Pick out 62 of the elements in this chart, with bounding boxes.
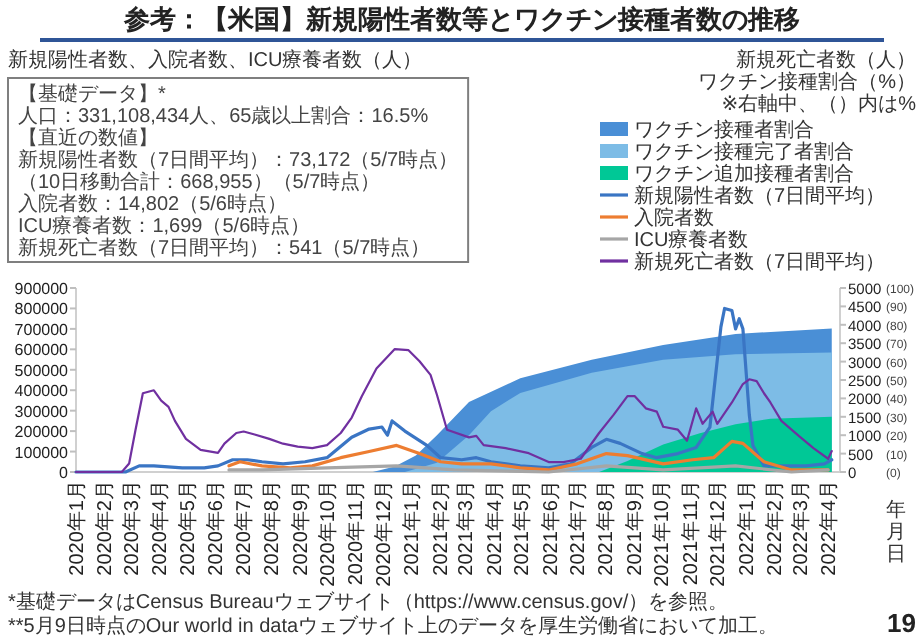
x-axis-title: 年月日 [886, 498, 906, 566]
y-tick-label: 200000 [14, 423, 70, 442]
legend-label: 新規陽性者数（7日間平均） [634, 184, 886, 208]
y-tick-label: 300000 [14, 402, 70, 421]
text: ワクチン接種割合（%） [698, 70, 916, 94]
x-tick-label: 2020年9月 [288, 480, 313, 576]
x-tick-label: 2022年1月 [734, 480, 759, 576]
x-tick-label: 2022年2月 [763, 480, 788, 576]
text: 入院者数：14,802（5/6時点） [18, 192, 287, 216]
text: 新規死亡者数（7日間平均）：541（5/7時点） [18, 236, 431, 260]
text: 新規陽性者数、入院者数、ICU療養者数（人） [8, 48, 423, 72]
y-tick-label: 500000 [14, 361, 70, 380]
text: 19 [887, 608, 916, 638]
y-tick-label: 100000 [14, 443, 70, 462]
x-tick-label: 2020年1月 [65, 480, 89, 576]
x-tick-label: 2020年4月 [148, 480, 173, 576]
x-tick-label: 2021年8月 [594, 480, 619, 576]
y-tick-label: 800000 [14, 300, 70, 319]
legend-label: 入院者数 [634, 206, 714, 230]
x-tick-label: 2021年9月 [622, 480, 647, 576]
x-tick-label: 2020年11月 [344, 480, 369, 586]
text: *基礎データはCensus Bureauウェブサイト（https://www.census.gov/）を参照。 [8, 590, 729, 614]
text: 【基礎データ】* [18, 82, 166, 106]
text: 新規死亡者数（人） [736, 48, 916, 72]
text: （10日移動合計：668,955）（5/7時点） [18, 170, 381, 194]
x-tick-label: 2020年8月 [260, 480, 285, 576]
y-tick-label: 600000 [14, 341, 70, 360]
legend-label: ワクチン追加接種者割合 [634, 162, 854, 186]
y-tick-label: 0 [59, 464, 70, 482]
x-tick-label: 2020年7月 [231, 480, 256, 576]
x-tick-label: 2020年12月 [371, 480, 396, 587]
legend-label: ワクチン接種者割合 [634, 118, 814, 142]
x-tick-label: 2021年12月 [706, 480, 731, 587]
x-tick-label: 2020年10月 [316, 480, 340, 587]
x-tick-label: 2021年2月 [428, 480, 453, 576]
text: **5月9日時点のOur world in dataウェブサイト上のデータを厚生労働省において加工。 [8, 614, 779, 638]
x-tick-label: 2021年6月 [538, 480, 563, 576]
x-tick-label: 2021年10月 [650, 480, 675, 587]
x-tick-label: 2020年5月 [175, 480, 200, 576]
text: ※右軸中、（）内は% [721, 92, 917, 116]
text: ICU療養者数：1,699（5/6時点） [18, 214, 311, 238]
x-tick-label: 2022年4月 [817, 480, 842, 576]
x-tick-label: 2021年5月 [510, 480, 535, 576]
x-tick-label: 2022年3月 [788, 480, 813, 576]
x-tick-label: 2021年3月 [454, 480, 479, 576]
x-tick-label: 2021年11月 [678, 480, 703, 586]
x-tick-label: 2020年3月 [119, 480, 144, 576]
y-tick-label: 400000 [14, 382, 70, 401]
y-tick-label: 700000 [14, 320, 70, 339]
x-tick-label: 2020年6月 [204, 480, 229, 576]
legend-label: ICU療養者数 [634, 228, 749, 252]
y-tick-label: 900000 [14, 280, 70, 298]
chart-title: 参考：【米国】新規陽性者数等とワクチン接種者数の推移 [122, 4, 800, 34]
text: 新規陽性者数（7日間平均）：73,172（5/7時点） [18, 148, 459, 172]
text: 【直近の数値】 [18, 126, 158, 150]
legend-label: ワクチン接種完了者割合 [634, 140, 854, 164]
x-tick-label: 2020年2月 [93, 480, 118, 576]
x-tick-label: 2021年7月 [566, 480, 591, 576]
x-tick-label: 2021年1月 [400, 480, 425, 576]
text: 人口：331,108,434人、65歳以上割合：16.5% [18, 104, 429, 128]
legend-label: 新規死亡者数（7日間平均） [634, 250, 886, 274]
x-tick-label: 2021年4月 [482, 480, 507, 576]
